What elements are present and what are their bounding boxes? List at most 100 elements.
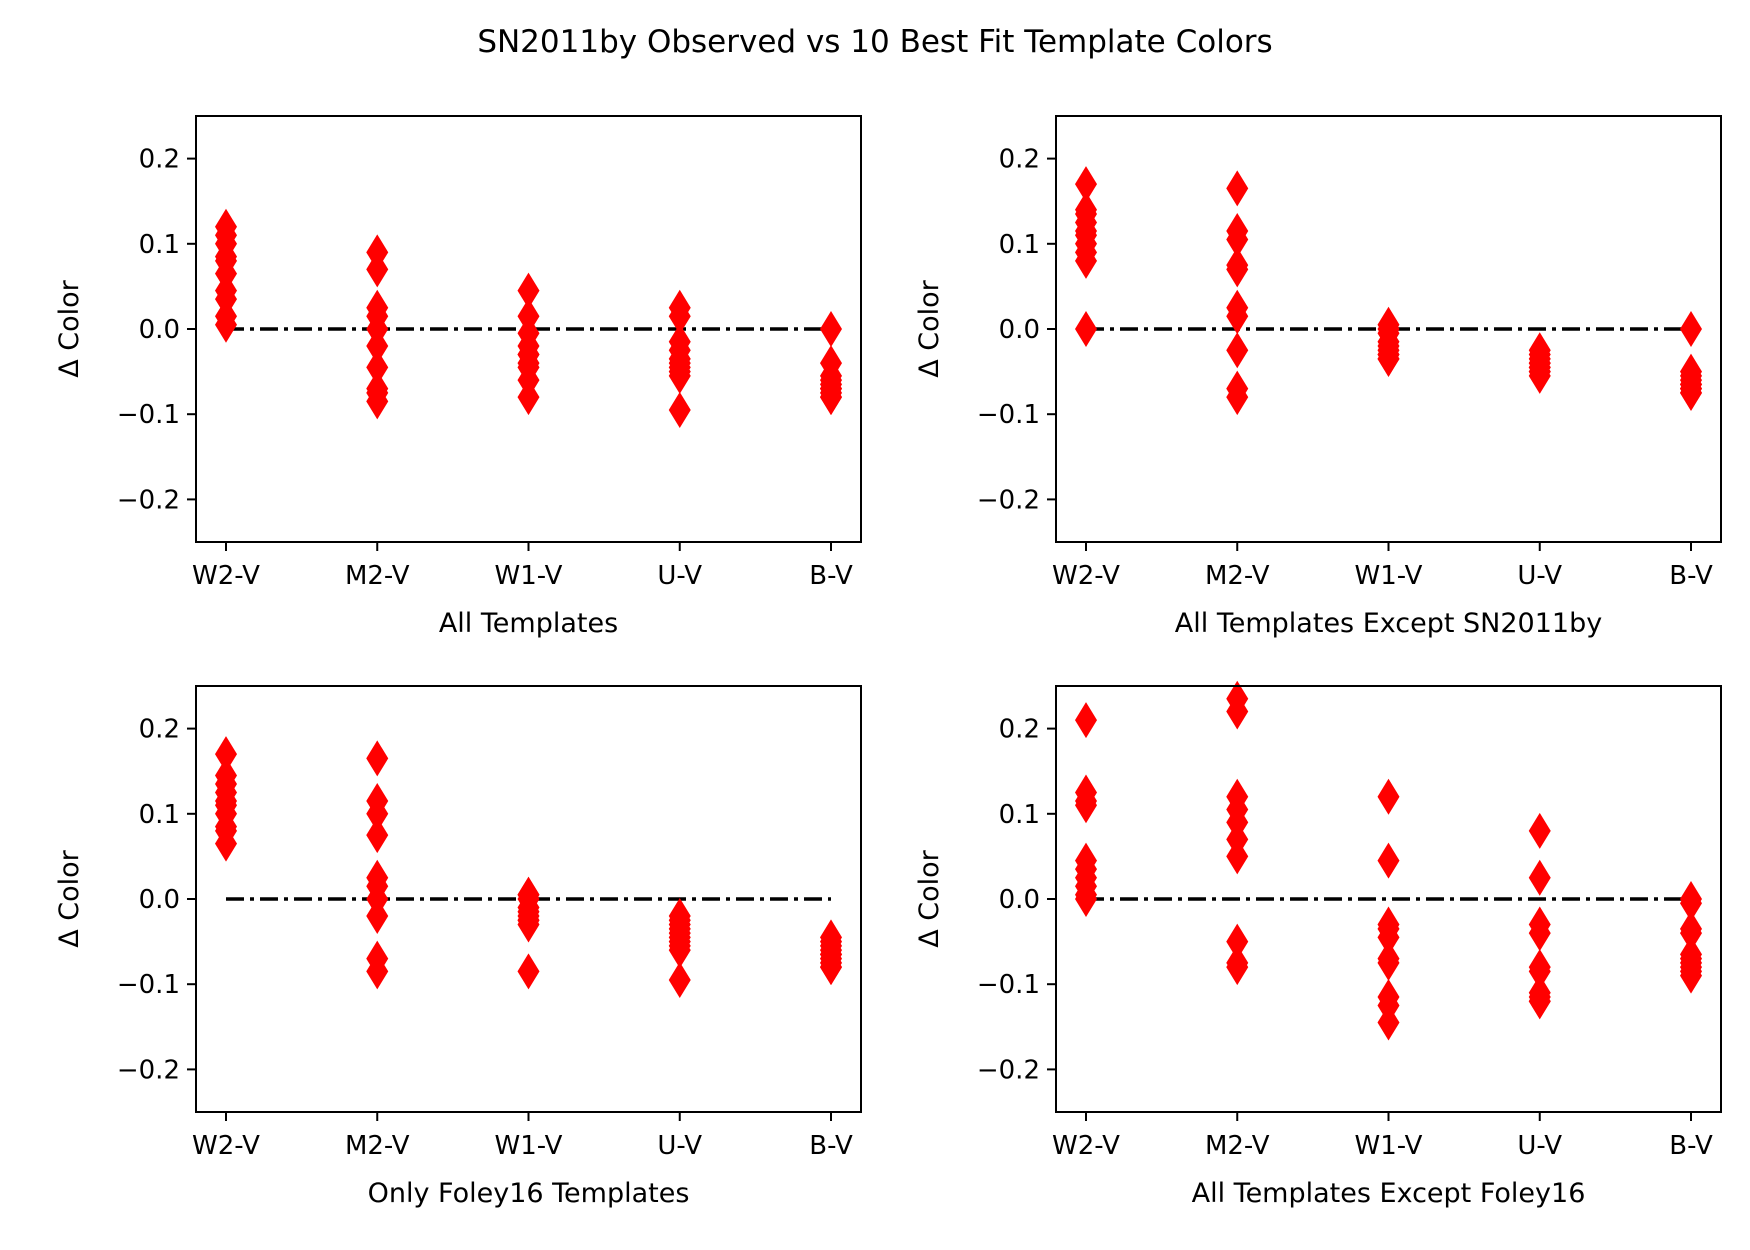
y-tick-label: −0.2 bbox=[117, 485, 180, 515]
data-point-M2-V-8 bbox=[1226, 923, 1249, 960]
data-point-U-V-10 bbox=[1528, 357, 1551, 394]
data-point-W1-V-10 bbox=[1377, 1004, 1400, 1041]
x-tick-label: U-V bbox=[657, 1131, 702, 1161]
x-axis-label: Only Foley16 Templates bbox=[368, 1178, 690, 1209]
y-tick-label: −0.2 bbox=[977, 1055, 1040, 1085]
y-tick-label: 0.0 bbox=[999, 315, 1040, 345]
data-point-M2-V-7 bbox=[1226, 838, 1249, 875]
data-point-U-V-2 bbox=[668, 298, 691, 335]
data-point-W1-V-5 bbox=[1377, 919, 1400, 956]
data-point-U-V-10 bbox=[668, 961, 691, 998]
data-point-W1-V-2 bbox=[1377, 842, 1400, 879]
y-tick-label: −0.1 bbox=[117, 400, 180, 430]
subplot-3: −0.2 −0.1 0.0 0.1 0.2 W2-V M2-V W1-V U-V B-V Only … bbox=[54, 685, 862, 1209]
x-tick-label: U-V bbox=[1517, 561, 1562, 591]
data-point-B-V-10 bbox=[820, 379, 842, 416]
data-point-M2-V-7 bbox=[366, 349, 389, 386]
data-point-M2-V-5 bbox=[1226, 251, 1249, 288]
x-tick-label: M2-V bbox=[1205, 1131, 1270, 1161]
x-tick-label: W1-V bbox=[1355, 1131, 1423, 1161]
x-tick-label: W2-V bbox=[1052, 1131, 1120, 1161]
data-point-W1-V-1 bbox=[1377, 778, 1400, 815]
x-tick-label: W2-V bbox=[192, 561, 260, 591]
data-point-B-V-1 bbox=[820, 311, 842, 347]
data-point-W2-V-10 bbox=[1075, 311, 1097, 347]
data-point-U-V-6 bbox=[1528, 953, 1551, 990]
data-point-W1-V-10 bbox=[517, 379, 540, 416]
y-axis-label: Δ Color bbox=[914, 849, 945, 947]
data-point-M2-V-10 bbox=[1226, 949, 1249, 986]
figure-title: SN2011by Observed vs 10 Best Fit Templat… bbox=[477, 24, 1272, 60]
data-point-M2-V-3 bbox=[366, 795, 389, 832]
y-axis-label: Δ Color bbox=[914, 279, 945, 377]
y-axis-label: Δ Color bbox=[54, 849, 85, 947]
y-tick-label: 0.2 bbox=[999, 715, 1040, 745]
data-point-M2-V-8 bbox=[1226, 332, 1249, 369]
data-point-M2-V-10 bbox=[366, 383, 389, 420]
data-point-M2-V-2 bbox=[1226, 693, 1249, 730]
y-tick-label: 0.1 bbox=[999, 230, 1040, 260]
x-tick-label: W1-V bbox=[1355, 561, 1423, 591]
y-tick-label: 0.0 bbox=[139, 885, 180, 915]
data-point-U-V-10 bbox=[668, 391, 691, 428]
data-point-W1-V-1 bbox=[517, 272, 540, 309]
data-point-U-V-9 bbox=[668, 932, 691, 969]
data-point-W1-V-9 bbox=[517, 906, 540, 943]
x-axis-label: All Templates Except Foley16 bbox=[1192, 1178, 1586, 1209]
subplot-4: −0.2 −0.1 0.0 0.1 0.2 W2-V M2-V W1-V U-V B-V All T… bbox=[914, 680, 1722, 1209]
data-point-M2-V-6 bbox=[366, 328, 389, 365]
subplot-2: −0.2 −0.1 0.0 0.1 0.2 W2-V M2-V W1-V U-V B-V All T… bbox=[914, 115, 1722, 639]
x-tick-label: M2-V bbox=[1205, 561, 1270, 591]
subplot-1: −0.2 −0.1 0.0 0.1 0.2 W2-V M2-V W1-V U-V B-V All T… bbox=[54, 115, 862, 639]
x-tick-label: W1-V bbox=[495, 561, 563, 591]
data-point-W2-V-1 bbox=[215, 736, 237, 773]
x-tick-label: B-V bbox=[809, 561, 853, 591]
x-tick-label: B-V bbox=[1669, 1131, 1713, 1161]
data-point-B-V-10 bbox=[820, 949, 842, 986]
x-tick-label: M2-V bbox=[345, 1131, 410, 1161]
x-tick-label: B-V bbox=[809, 1131, 853, 1161]
data-point-W2-V-1 bbox=[1075, 702, 1097, 739]
data-point-U-V-10 bbox=[1528, 983, 1551, 1020]
data-point-M2-V-1 bbox=[1226, 170, 1249, 207]
x-tick-label: W2-V bbox=[1052, 561, 1120, 591]
y-tick-label: 0.2 bbox=[139, 715, 180, 745]
y-tick-label: −0.1 bbox=[977, 400, 1040, 430]
data-point-B-V-10 bbox=[1680, 374, 1702, 411]
x-axis-label: All Templates Except SN2011by bbox=[1175, 608, 1602, 639]
y-axis-label: Δ Color bbox=[54, 279, 85, 377]
data-point-B-V-4 bbox=[1680, 915, 1702, 952]
data-point-W1-V-10 bbox=[1377, 340, 1400, 377]
data-point-W2-V-9 bbox=[1075, 242, 1097, 279]
data-point-W1-V-10 bbox=[517, 953, 540, 990]
y-tick-label: −0.1 bbox=[977, 970, 1040, 1000]
data-point-M2-V-8 bbox=[366, 898, 389, 935]
data-point-W2-V-1 bbox=[1075, 166, 1097, 203]
data-point-M2-V-7 bbox=[1226, 298, 1249, 335]
data-point-B-V-2 bbox=[1680, 885, 1702, 922]
x-tick-label: U-V bbox=[1517, 1131, 1562, 1161]
data-point-U-V-4 bbox=[1528, 915, 1551, 952]
x-tick-label: W1-V bbox=[495, 1131, 563, 1161]
data-point-W1-V-7 bbox=[1377, 944, 1400, 981]
y-tick-label: 0.0 bbox=[139, 315, 180, 345]
y-tick-label: 0.1 bbox=[139, 800, 180, 830]
y-tick-label: 0.2 bbox=[139, 145, 180, 175]
x-tick-label: U-V bbox=[657, 561, 702, 591]
y-tick-label: −0.2 bbox=[977, 485, 1040, 515]
data-point-M2-V-10 bbox=[366, 953, 389, 990]
data-point-M2-V-2 bbox=[366, 251, 389, 288]
data-point-W2-V-4 bbox=[1075, 787, 1097, 824]
data-point-M2-V-3 bbox=[1226, 221, 1249, 258]
data-point-W2-V-10 bbox=[1075, 881, 1097, 917]
x-axis-label: All Templates bbox=[439, 608, 618, 639]
data-point-B-V-10 bbox=[1680, 957, 1702, 994]
data-point-W2-V-10 bbox=[215, 306, 237, 343]
y-tick-label: −0.1 bbox=[117, 970, 180, 1000]
x-tick-label: B-V bbox=[1669, 561, 1713, 591]
data-point-W2-V-10 bbox=[215, 825, 237, 862]
data-point-U-V-1 bbox=[1528, 812, 1551, 849]
y-tick-label: −0.2 bbox=[117, 1055, 180, 1085]
data-point-B-V-1 bbox=[1680, 311, 1702, 347]
x-tick-label: M2-V bbox=[345, 561, 410, 591]
